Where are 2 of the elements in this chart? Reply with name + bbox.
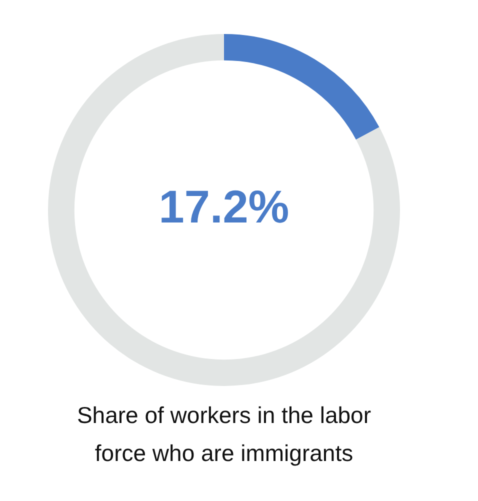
data-label: 17.2% bbox=[158, 180, 290, 233]
text: Share of workers in the labor force who are immigrants bbox=[76, 401, 372, 468]
